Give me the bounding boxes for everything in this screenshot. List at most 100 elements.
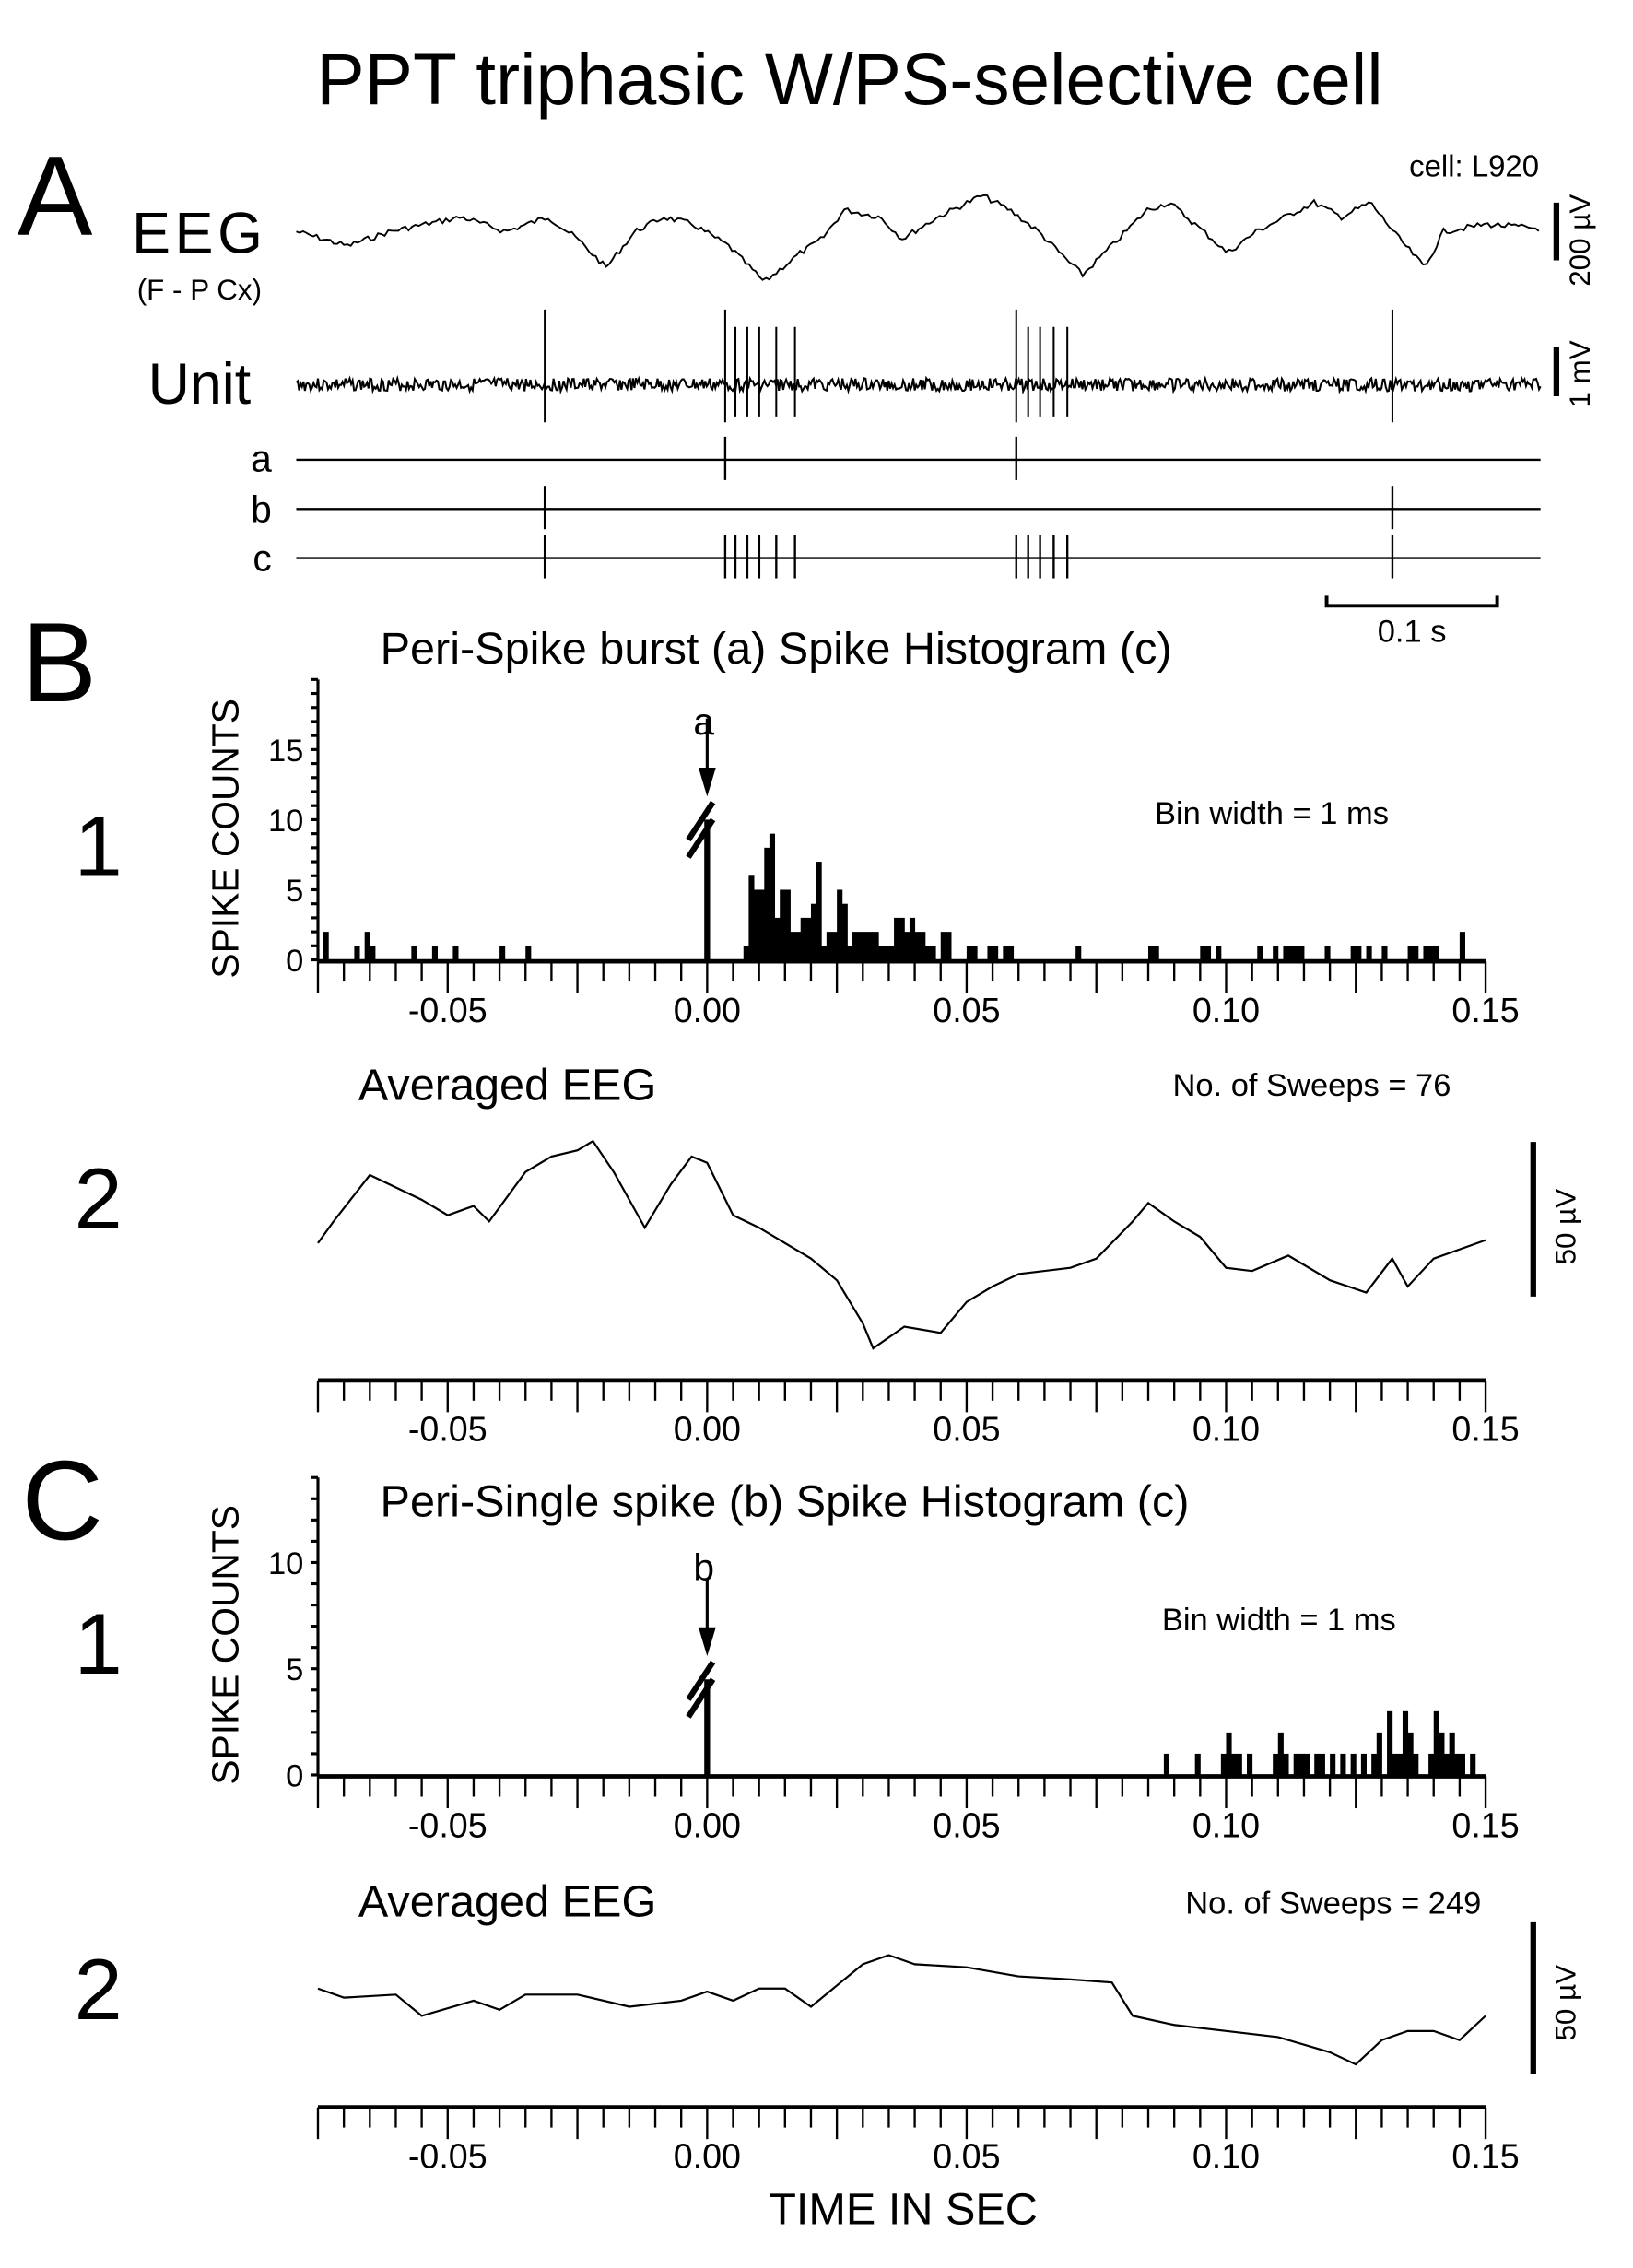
b1-bar xyxy=(370,946,376,960)
b1-bar xyxy=(1075,946,1082,960)
y-axis-label-c1: SPIKE COUNTS xyxy=(205,1505,247,1785)
c1-x-tick-label: -0.05 xyxy=(408,1805,488,1844)
row-label-b: b xyxy=(251,488,272,530)
c1-bar xyxy=(1319,1753,1325,1775)
c1-bar xyxy=(1433,1710,1439,1775)
b1-bar xyxy=(940,932,946,960)
b1-bar xyxy=(1204,946,1212,960)
b2-x-tick-label: 0.10 xyxy=(1192,1410,1260,1449)
b1-bar xyxy=(863,932,869,960)
panel-b1-number: 1 xyxy=(74,798,122,895)
b1-bar xyxy=(1366,946,1372,960)
panel-b2-number: 2 xyxy=(74,1150,122,1247)
b1-bar xyxy=(878,946,885,960)
b1-bar xyxy=(894,917,900,960)
avg-eeg-title-b: Averaged EEG xyxy=(358,1061,656,1110)
unit-noise xyxy=(295,374,1542,395)
b1-bar xyxy=(1381,946,1388,960)
b1-bar xyxy=(1350,946,1357,960)
eeg-scale-label-b2: 50 µV xyxy=(1549,1189,1581,1265)
b1-bar xyxy=(1298,946,1305,960)
b1-bar xyxy=(1356,946,1362,960)
b1-y-tick-label: 5 xyxy=(286,874,303,909)
c1-bar xyxy=(1220,1753,1227,1775)
row-label-c: c xyxy=(253,537,271,580)
b1-bar xyxy=(323,932,329,960)
eeg-sublabel: (F - P Cx) xyxy=(137,274,262,306)
b1-bar xyxy=(784,889,791,960)
b1-bar xyxy=(1003,946,1009,960)
b1-bar xyxy=(1148,946,1155,960)
c1-bar xyxy=(1392,1753,1398,1775)
b1-bar xyxy=(1407,946,1414,960)
c1-bar xyxy=(1454,1753,1461,1775)
b1-bar xyxy=(754,889,760,960)
c2-x-tick-label: 0.05 xyxy=(933,2137,1000,2176)
b1-bar xyxy=(1428,946,1435,960)
b1-bar xyxy=(966,946,973,960)
c1-y-tick-label: 5 xyxy=(286,1652,303,1687)
b1-x-tick-label: 0.10 xyxy=(1192,991,1260,1029)
histogram-c1: 0 5 10 -0.05 0.00 0.05 0.10 0.15 xyxy=(268,1475,1520,1844)
b1-bar xyxy=(816,862,822,960)
b1-bar xyxy=(525,946,532,960)
b1-bar xyxy=(857,932,863,960)
c1-bar xyxy=(1226,1732,1232,1775)
b1-bar xyxy=(795,932,802,960)
b1-bar xyxy=(354,946,360,960)
c2-x-tick-label: 0.15 xyxy=(1451,2137,1519,2176)
b1-bar xyxy=(1324,946,1331,960)
b2-x-tick-label: 0.15 xyxy=(1451,1410,1519,1449)
eeg-label: EEG xyxy=(132,202,267,266)
c1-bar xyxy=(1449,1732,1455,1775)
b1-bar xyxy=(1283,946,1289,960)
b1-bar xyxy=(987,946,993,960)
c1-bar xyxy=(1428,1753,1435,1775)
eeg-trace xyxy=(296,194,1540,281)
cell-id: cell: L920 xyxy=(1409,149,1539,183)
b2-waveform xyxy=(317,1139,1486,1350)
unit-label: Unit xyxy=(148,352,252,417)
eeg-waveform xyxy=(296,194,1540,281)
b1-bar xyxy=(924,946,931,960)
b1-bar xyxy=(774,917,781,960)
b1-zero-bin-bar xyxy=(704,819,711,960)
b1-bar xyxy=(748,875,755,960)
b1-x-tick-label: 0.05 xyxy=(933,991,1000,1029)
c1-bar xyxy=(1443,1753,1451,1775)
c2-waveform xyxy=(317,1954,1486,2066)
b1-x-tick-label: 0.00 xyxy=(674,991,741,1029)
b1-bar xyxy=(1257,946,1263,960)
c1-bar xyxy=(1470,1753,1476,1775)
b1-bar xyxy=(1273,946,1279,960)
time-scale-label: 0.1 s xyxy=(1378,615,1447,650)
unit-trace xyxy=(295,309,1542,423)
b1-y-tick-label: 15 xyxy=(268,734,303,769)
y-axis-label-b1: SPIKE COUNTS xyxy=(205,699,247,979)
b1-bar xyxy=(1216,946,1222,960)
b1-bar xyxy=(1423,946,1429,960)
c1-y-tick-label: 0 xyxy=(286,1759,303,1794)
b1-bar xyxy=(831,932,838,960)
b1-bar xyxy=(769,833,776,960)
c1-bar xyxy=(1413,1753,1419,1775)
c2-x-tick-label: 0.00 xyxy=(674,2137,741,2176)
c1-x-tick-label: 0.15 xyxy=(1451,1805,1519,1844)
figure-title: PPT triphasic W/PS-selective cell xyxy=(316,39,1382,120)
histogram-b1: 0 5 10 15 -0.05 0.00 0.05 0.10 0.15 xyxy=(268,677,1520,1029)
b1-bar xyxy=(821,946,828,960)
b1-bar xyxy=(841,903,848,960)
eeg-scale-label-c2: 50 µV xyxy=(1549,1965,1581,2041)
b1-bar xyxy=(847,946,853,960)
b1-bar xyxy=(431,946,438,960)
eeg-scale-label: 200 µV xyxy=(1564,194,1596,287)
c1-bar xyxy=(1371,1753,1378,1775)
c1-bar xyxy=(1277,1732,1284,1775)
b1-bar xyxy=(873,932,879,960)
panel-c1-number: 1 xyxy=(74,1595,122,1692)
averaged-eeg-b2: -0.05 0.00 0.05 0.10 0.15 xyxy=(316,1139,1520,1449)
b1-x-tick-label: -0.05 xyxy=(408,991,488,1029)
b1-bar xyxy=(888,946,895,960)
b2-x-tick-label: -0.05 xyxy=(408,1410,488,1449)
b1-bar xyxy=(411,946,417,960)
